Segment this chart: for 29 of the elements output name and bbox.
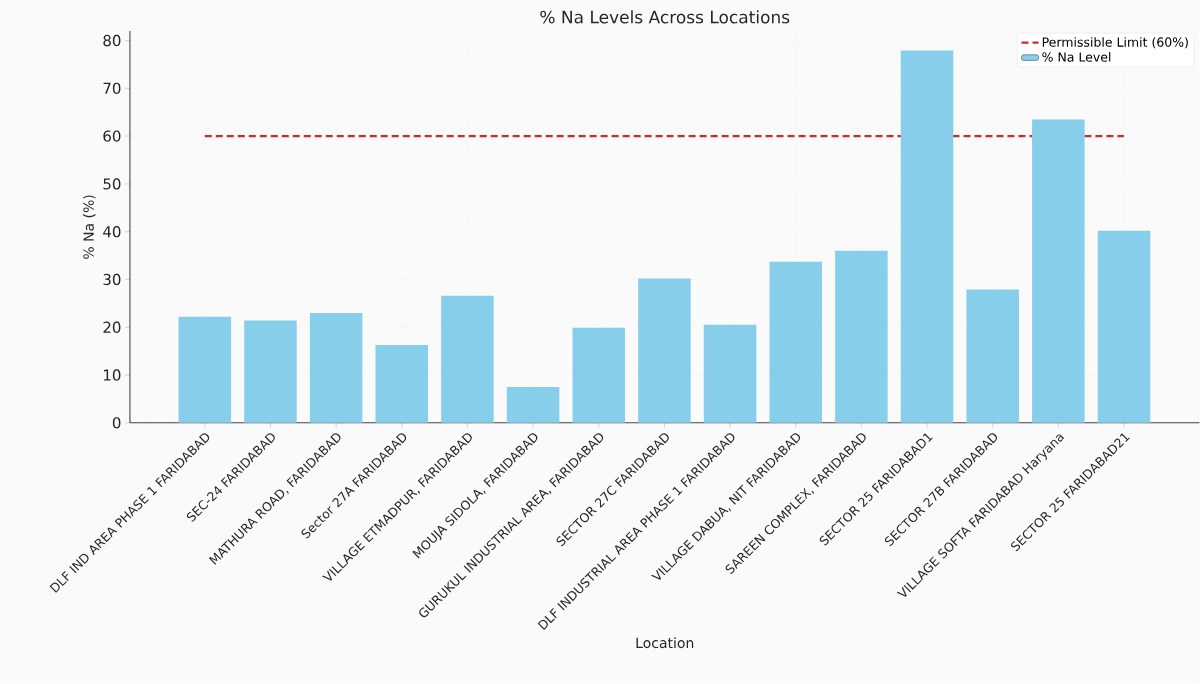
- x-axis-title: Location: [636, 637, 694, 649]
- bar: [1032, 119, 1085, 423]
- bar: [375, 345, 429, 423]
- bar: [638, 278, 691, 423]
- bar: [835, 250, 888, 423]
- legend-label: % Na Level: [1042, 52, 1111, 62]
- bar: [244, 320, 297, 423]
- y-axis-title: % Na (%): [83, 195, 96, 260]
- bar: [441, 295, 494, 423]
- y-tick-label: 70: [103, 82, 121, 95]
- y-tick-label: 30: [103, 273, 121, 286]
- legend-label: Permissible Limit (60%): [1042, 37, 1188, 49]
- bar: [309, 313, 363, 423]
- bar: [178, 316, 232, 423]
- y-tick-label: 60: [103, 130, 121, 142]
- y-tick-label: 80: [103, 35, 121, 47]
- bar: [769, 261, 822, 423]
- bar: [703, 325, 757, 423]
- y-tick-label: 40: [103, 226, 121, 238]
- bar: [966, 289, 1019, 423]
- bar: [506, 387, 560, 423]
- chart-title: % Na Levels Across Locations: [540, 10, 790, 24]
- bar: [572, 327, 626, 423]
- y-tick-label: 10: [103, 369, 121, 381]
- bar: [900, 50, 954, 423]
- y-tick-label: 0: [112, 417, 121, 429]
- y-tick-label: 50: [103, 178, 121, 190]
- bar: [1097, 230, 1151, 423]
- y-tick-label: 20: [103, 321, 121, 334]
